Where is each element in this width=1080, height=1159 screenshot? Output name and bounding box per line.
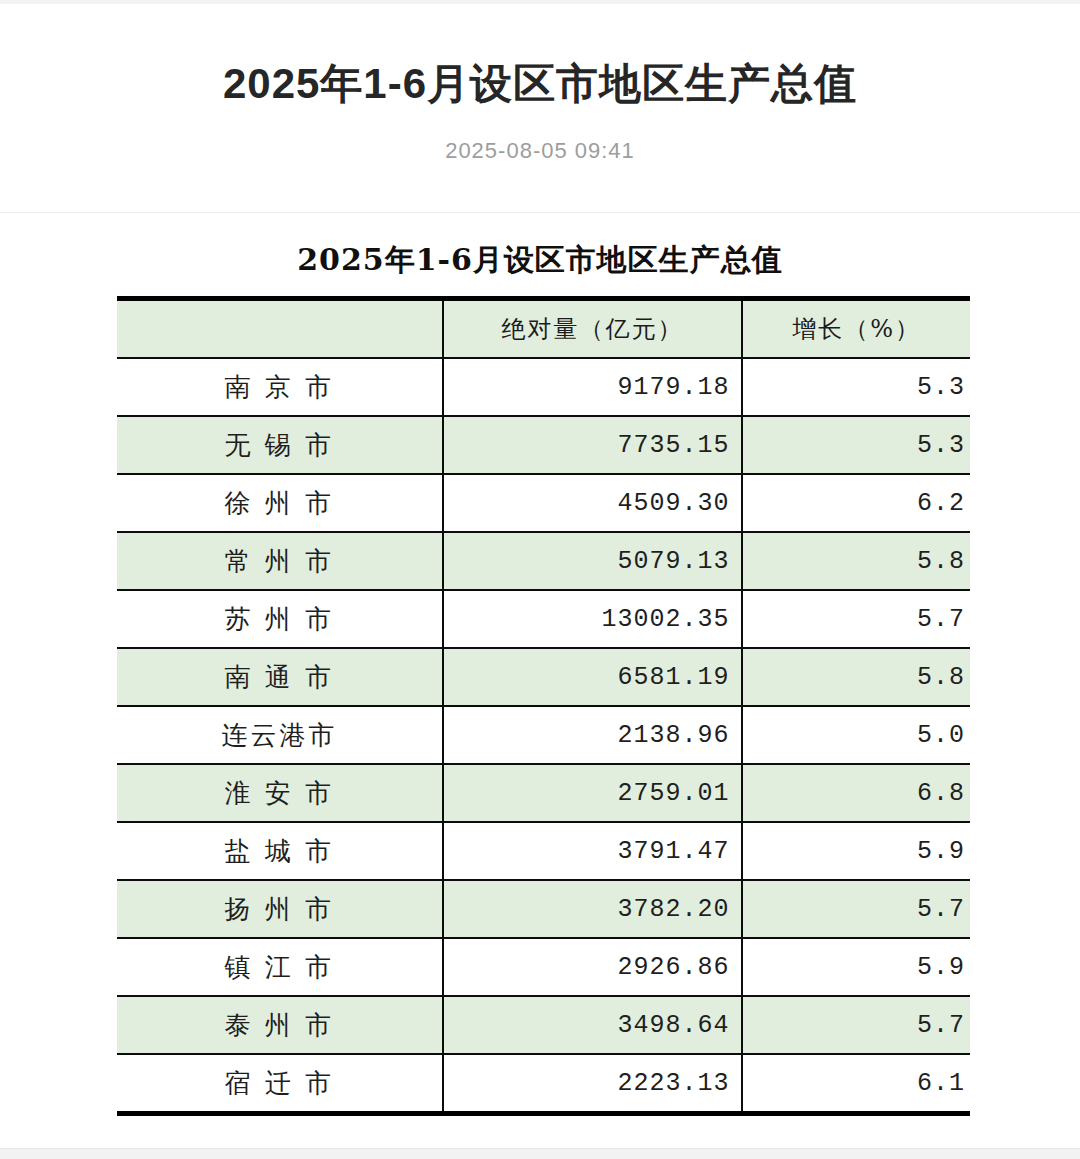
table-row: 镇 江 市 2926.86 5.9 xyxy=(117,938,970,996)
absolute-amount-cell: 5079.13 xyxy=(443,532,743,590)
city-name-cell: 南 通 市 xyxy=(117,648,443,706)
city-name-cell: 无 锡 市 xyxy=(117,416,443,474)
absolute-amount-cell: 6581.19 xyxy=(443,648,743,706)
absolute-amount-cell: 2138.96 xyxy=(443,706,743,764)
table-row: 宿 迁 市 2223.13 6.1 xyxy=(117,1054,970,1114)
table-row: 南 通 市 6581.19 5.8 xyxy=(117,648,970,706)
gdp-table: 绝对量（亿元） 增长（%） 南 京 市 9179.18 5.3 无 锡 市 77… xyxy=(117,296,970,1116)
growth-rate-cell: 5.0 xyxy=(742,706,970,764)
city-name-cell: 泰 州 市 xyxy=(117,996,443,1054)
growth-rate-cell: 5.7 xyxy=(742,590,970,648)
absolute-amount-cell: 2223.13 xyxy=(443,1054,743,1114)
page-title: 2025年1-6月设区市地区生产总值 xyxy=(0,60,1080,108)
absolute-amount-cell: 3791.47 xyxy=(443,822,743,880)
table-body: 南 京 市 9179.18 5.3 无 锡 市 7735.15 5.3 徐 州 … xyxy=(117,358,970,1114)
table-header-row: 绝对量（亿元） 增长（%） xyxy=(117,299,970,359)
table-row: 扬 州 市 3782.20 5.7 xyxy=(117,880,970,938)
absolute-amount-cell: 4509.30 xyxy=(443,474,743,532)
city-name-cell: 淮 安 市 xyxy=(117,764,443,822)
table-title: 2025年1-6月设区市地区生产总值 xyxy=(0,241,1080,279)
growth-rate-cell: 5.3 xyxy=(742,358,970,416)
column-header-city xyxy=(117,299,443,359)
table-row: 盐 城 市 3791.47 5.9 xyxy=(117,822,970,880)
page-bottom-strip xyxy=(0,1148,1080,1159)
table-row: 泰 州 市 3498.64 5.7 xyxy=(117,996,970,1054)
article-body: 2025年1-6月设区市地区生产总值 绝对量（亿元） 增长（%） 南 京 市 9… xyxy=(0,213,1080,1116)
column-header-growth: 增长（%） xyxy=(742,299,970,359)
table-row: 苏 州 市 13002.35 5.7 xyxy=(117,590,970,648)
absolute-amount-cell: 9179.18 xyxy=(443,358,743,416)
growth-rate-cell: 5.9 xyxy=(742,822,970,880)
city-name-cell: 盐 城 市 xyxy=(117,822,443,880)
table-row: 徐 州 市 4509.30 6.2 xyxy=(117,474,970,532)
growth-rate-cell: 5.8 xyxy=(742,648,970,706)
city-name-cell: 宿 迁 市 xyxy=(117,1054,443,1114)
column-header-absolute-amount: 绝对量（亿元） xyxy=(443,299,743,359)
growth-rate-cell: 6.2 xyxy=(742,474,970,532)
growth-rate-cell: 5.9 xyxy=(742,938,970,996)
table-row: 无 锡 市 7735.15 5.3 xyxy=(117,416,970,474)
table-row: 连云港市 2138.96 5.0 xyxy=(117,706,970,764)
growth-rate-cell: 5.7 xyxy=(742,996,970,1054)
city-name-cell: 镇 江 市 xyxy=(117,938,443,996)
publish-timestamp: 2025-08-05 09:41 xyxy=(0,138,1080,164)
city-name-cell: 南 京 市 xyxy=(117,358,443,416)
absolute-amount-cell: 3498.64 xyxy=(443,996,743,1054)
city-name-cell: 连云港市 xyxy=(117,706,443,764)
table-row: 淮 安 市 2759.01 6.8 xyxy=(117,764,970,822)
absolute-amount-cell: 2926.86 xyxy=(443,938,743,996)
table-head: 绝对量（亿元） 增长（%） xyxy=(117,299,970,359)
city-name-cell: 扬 州 市 xyxy=(117,880,443,938)
article-card: 2025年1-6月设区市地区生产总值 2025-08-05 09:41 2025… xyxy=(0,4,1080,1148)
page: 2025年1-6月设区市地区生产总值 2025-08-05 09:41 2025… xyxy=(0,0,1080,1159)
growth-rate-cell: 5.3 xyxy=(742,416,970,474)
table-row: 南 京 市 9179.18 5.3 xyxy=(117,358,970,416)
city-name-cell: 苏 州 市 xyxy=(117,590,443,648)
absolute-amount-cell: 3782.20 xyxy=(443,880,743,938)
article-header: 2025年1-6月设区市地区生产总值 2025-08-05 09:41 xyxy=(0,4,1080,213)
absolute-amount-cell: 2759.01 xyxy=(443,764,743,822)
city-name-cell: 徐 州 市 xyxy=(117,474,443,532)
growth-rate-cell: 6.8 xyxy=(742,764,970,822)
absolute-amount-cell: 7735.15 xyxy=(443,416,743,474)
absolute-amount-cell: 13002.35 xyxy=(443,590,743,648)
growth-rate-cell: 6.1 xyxy=(742,1054,970,1114)
city-name-cell: 常 州 市 xyxy=(117,532,443,590)
growth-rate-cell: 5.8 xyxy=(742,532,970,590)
table-row: 常 州 市 5079.13 5.8 xyxy=(117,532,970,590)
growth-rate-cell: 5.7 xyxy=(742,880,970,938)
